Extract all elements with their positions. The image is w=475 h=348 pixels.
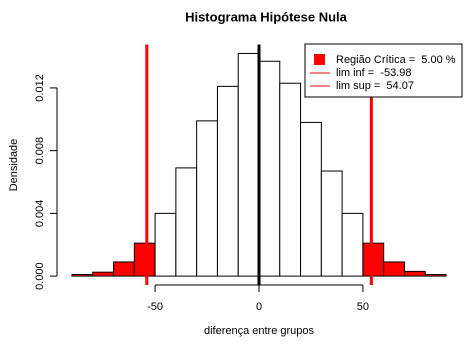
chart-title: Histograma Hipótese Nula xyxy=(185,9,348,24)
bar xyxy=(362,242,385,277)
y-tick-label: 0.004 xyxy=(34,200,46,228)
bar xyxy=(279,82,302,277)
bar xyxy=(341,212,364,277)
y-axis-label: Densidade xyxy=(8,139,20,192)
bar xyxy=(424,274,447,277)
bar xyxy=(154,212,177,277)
legend-label: lim inf = -53.98 xyxy=(336,67,412,79)
bar xyxy=(196,120,218,277)
x-tick-label: -50 xyxy=(147,301,163,313)
x-tick-label: 0 xyxy=(256,301,262,313)
y-tick-label: 0.012 xyxy=(34,74,46,102)
bar xyxy=(258,60,281,277)
bar xyxy=(92,271,115,277)
bar xyxy=(216,85,239,277)
x-axis-label: diferença entre grupos xyxy=(204,325,315,337)
x-tick-label: 50 xyxy=(357,301,369,313)
bar xyxy=(403,270,426,277)
bar xyxy=(320,170,343,277)
legend-label: lim sup = 54.07 xyxy=(336,80,414,92)
bar xyxy=(71,274,94,277)
legend-label: Região Crítica = 5.00 % xyxy=(336,54,456,66)
legend-box xyxy=(304,43,463,98)
bar xyxy=(175,167,198,277)
legend-swatch xyxy=(314,54,325,65)
bar xyxy=(133,242,156,277)
bar xyxy=(113,261,135,277)
y-tick-label: 0.000 xyxy=(34,262,46,290)
bar xyxy=(237,52,260,277)
bar xyxy=(300,121,322,277)
y-tick-label: 0.008 xyxy=(34,137,46,165)
bar xyxy=(383,261,405,277)
